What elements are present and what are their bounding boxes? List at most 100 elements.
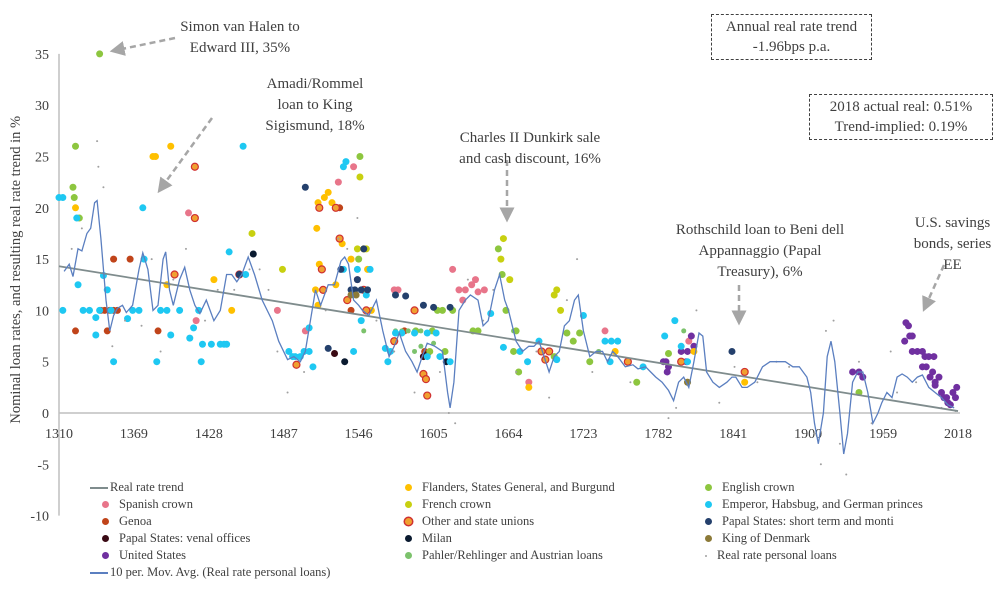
data-point: [356, 173, 364, 181]
data-point: [728, 347, 736, 355]
data-point: [303, 370, 306, 373]
data-point: [455, 286, 463, 294]
y-tick-label: 15: [35, 253, 49, 268]
data-point: [845, 473, 848, 476]
data-point: [908, 332, 916, 340]
data-point: [170, 270, 179, 279]
data-point: [72, 142, 80, 150]
data-point: [126, 255, 134, 263]
legend-label: English crown: [722, 480, 795, 494]
data-point: [139, 204, 147, 212]
data-point: [356, 217, 359, 220]
data-point: [216, 288, 219, 291]
legend-marker-swatch: [705, 484, 712, 491]
data-point: [190, 162, 199, 171]
data-point: [184, 247, 187, 250]
data-point: [601, 337, 609, 345]
legend-item: United States: [90, 548, 186, 563]
annotation-text: Simon van Halen to Edward III, 35%: [180, 19, 300, 56]
data-point: [190, 324, 198, 332]
data-point: [461, 286, 469, 294]
data-point: [69, 183, 77, 191]
data-point: [499, 235, 507, 243]
data-point: [418, 343, 424, 349]
x-tick-label: 2018: [944, 427, 972, 442]
data-point: [286, 391, 289, 394]
data-point: [553, 356, 561, 364]
legend-item: Pahler/Rehlinger and Austrian loans: [393, 548, 603, 563]
data-point: [405, 328, 411, 334]
data-point: [320, 194, 328, 202]
data-point: [207, 340, 215, 348]
data-point: [695, 309, 698, 312]
data-point: [343, 296, 352, 305]
data-point: [535, 350, 538, 353]
data-point: [301, 183, 309, 191]
data-point: [756, 381, 759, 384]
actual-box: 2018 actual real: 0.51% Trend-implied: 0…: [809, 94, 993, 140]
data-point: [223, 340, 231, 348]
annotation-rothschild: Rothschild loan to Beni dell Appannaggio…: [660, 220, 860, 283]
data-point: [204, 319, 207, 322]
legend-item: Emperor, Habsbug, and German princes: [693, 497, 923, 512]
data-point: [446, 358, 454, 366]
x-tick-label: 1959: [869, 427, 897, 442]
y-tick-label: 25: [35, 151, 49, 166]
data-point: [515, 368, 523, 376]
data-point: [563, 329, 571, 337]
data-point: [278, 265, 286, 273]
data-point: [305, 347, 313, 355]
data-point: [267, 288, 270, 291]
data-point: [79, 306, 87, 314]
data-point: [663, 368, 671, 376]
data-point: [819, 463, 822, 466]
data-point: [357, 286, 365, 294]
annotation-van-halen: Simon van Halen to Edward III, 35%: [150, 17, 330, 59]
data-point: [331, 349, 339, 357]
data-point: [248, 268, 251, 271]
series-genoa: [72, 204, 429, 355]
data-point: [233, 288, 236, 291]
data-point: [342, 158, 350, 166]
data-point: [73, 214, 81, 222]
data-point: [629, 381, 632, 384]
data-point: [741, 378, 749, 386]
data-point: [576, 258, 579, 261]
series-real-rate-personal-loans: [70, 140, 957, 476]
data-point: [96, 140, 99, 143]
data-point: [591, 370, 594, 373]
data-point: [315, 203, 324, 212]
trend-line: [58, 265, 959, 412]
legend-label: Other and state unions: [422, 514, 535, 528]
actual-box-line1: 2018 actual real: 0.51%: [829, 99, 973, 115]
legend-label: Flanders, States General, and Burgund: [422, 480, 615, 494]
x-tick-label: 1605: [420, 427, 448, 442]
data-point: [309, 363, 317, 371]
data-point: [557, 306, 565, 314]
legend-item: Spanish crown: [90, 497, 193, 512]
data-point: [242, 270, 250, 278]
data-point: [471, 276, 479, 284]
data-point: [391, 291, 399, 299]
data-point: [901, 337, 909, 345]
data-point: [449, 265, 457, 273]
data-point: [468, 281, 476, 289]
annotation-dunkirk: Charles II Dunkirk sale and cash discoun…: [430, 128, 630, 170]
data-point: [167, 142, 175, 150]
data-point: [931, 381, 939, 389]
data-point: [857, 360, 860, 363]
data-point: [276, 350, 279, 353]
series-papal-states-short-term-and-monti: [235, 183, 736, 355]
legend-label: French crown: [422, 497, 492, 511]
legend-item-trend: Real rate trend: [90, 480, 184, 495]
data-point: [677, 347, 685, 355]
data-point: [197, 358, 205, 366]
annotation-arrow: [157, 117, 214, 194]
data-point: [375, 319, 378, 322]
legend-marker-swatch: [705, 518, 712, 525]
data-point: [510, 347, 518, 355]
series-spanish-crown: [185, 163, 693, 386]
data-point: [687, 332, 695, 340]
data-point: [157, 306, 165, 314]
data-point: [72, 327, 80, 335]
